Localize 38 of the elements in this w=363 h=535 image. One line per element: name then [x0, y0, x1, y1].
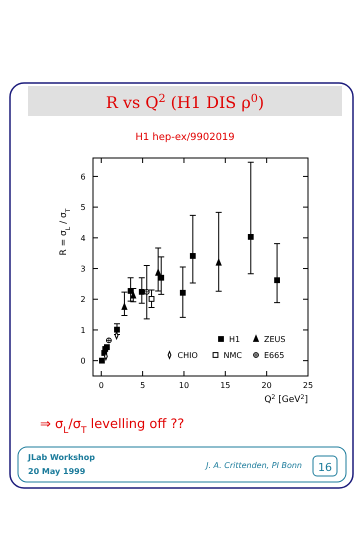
point — [99, 358, 105, 364]
text: 20 May 1999 — [28, 467, 86, 476]
y-tick-label: 4 — [80, 234, 86, 243]
legend-label: CHIO — [178, 351, 198, 360]
text: J. A. Crittenden, PI Bonn — [204, 461, 302, 470]
point — [138, 288, 145, 295]
point — [248, 234, 254, 240]
point — [114, 326, 120, 333]
legend-label: H1 — [229, 335, 240, 344]
point — [122, 303, 128, 310]
y-tick-label: 6 — [80, 172, 86, 182]
text: ⇒ σ$_{L}$/σ$_{T}$ levelling off ?? — [40, 417, 184, 436]
x-tick-label: 0 — [98, 381, 104, 390]
point — [190, 253, 196, 259]
y-tick-label: 3 — [80, 264, 86, 274]
text: 16 — [318, 461, 332, 474]
y-tick-label: 1 — [80, 326, 86, 335]
x-tick-label: 15 — [220, 381, 230, 390]
y-tick-label: 5 — [80, 203, 86, 212]
x-tick-label: 25 — [302, 381, 314, 390]
x-tick-label: 5 — [140, 381, 146, 390]
y-tick-label: 2 — [80, 295, 86, 304]
chart-subtitle: H1 hep-ex/9902019 — [135, 132, 235, 143]
x-tick-label: 10 — [178, 381, 190, 390]
x-tick-label: 20 — [262, 381, 272, 390]
legend-label: ZEUS — [264, 335, 286, 344]
text: JLab Workshop — [27, 453, 96, 462]
point — [216, 258, 222, 266]
point — [180, 290, 186, 296]
point — [155, 268, 162, 276]
point — [274, 277, 280, 284]
point — [148, 296, 154, 302]
chart-title: R vs Q$^{2}$ (H1 DIS ρ$^{0}$) — [106, 92, 264, 112]
x-axis-title: Q$^{2}$ [GeV$^{2}$] — [264, 394, 308, 405]
point — [130, 292, 136, 298]
legend-label: NMC — [224, 351, 242, 360]
legend-label: E665 — [264, 351, 284, 360]
y-tick-label: 0 — [80, 356, 86, 366]
